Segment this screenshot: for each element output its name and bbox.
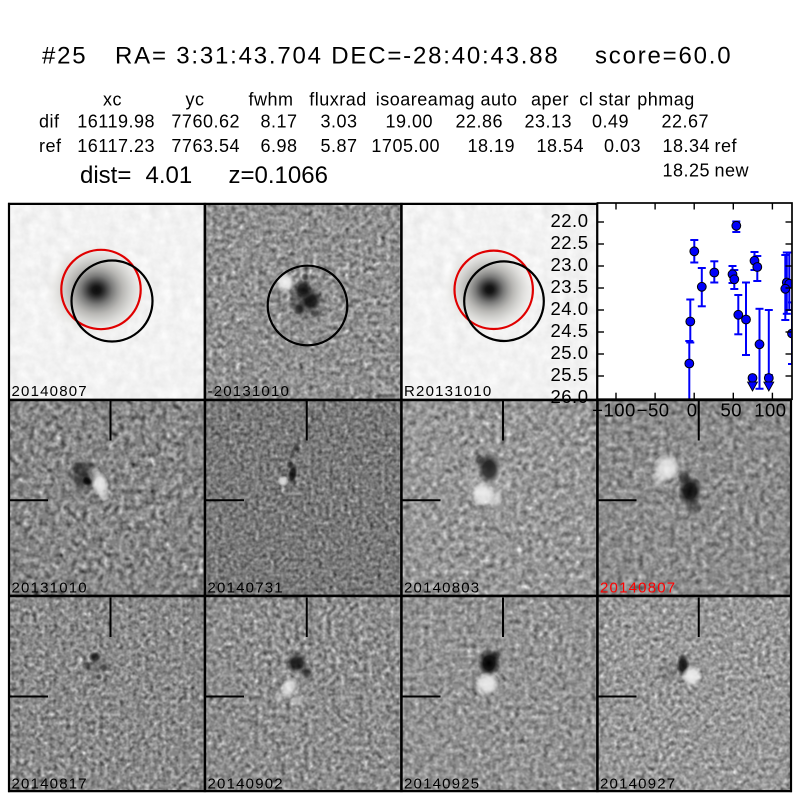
svg-text:new: new [715,161,750,181]
svg-text:22.5: 22.5 [550,232,588,253]
svg-text:20140925: 20140925 [404,776,480,793]
svg-text:0: 0 [687,400,698,421]
svg-text:20140927: 20140927 [600,776,676,793]
svg-text:25.5: 25.5 [550,364,588,385]
svg-text:cl star: cl star [579,90,631,110]
svg-text:ref: ref [39,136,62,156]
svg-text:RA= 3:31:43.704 DEC=-28:40:43.: RA= 3:31:43.704 DEC=-28:40:43.88 [115,43,560,70]
svg-text:3.03: 3.03 [320,112,357,132]
svg-text:22.67: 22.67 [661,112,709,132]
svg-text:4.01: 4.01 [146,162,193,189]
svg-text:6.98: 6.98 [260,136,297,156]
svg-text:20140731: 20140731 [208,580,284,597]
svg-text:16119.98: 16119.98 [77,112,155,132]
svg-text:5.87: 5.87 [320,136,357,156]
svg-text:−100: −100 [592,400,636,421]
svg-text:mag auto: mag auto [438,90,517,110]
svg-text:0.03: 0.03 [604,136,641,156]
svg-text:#25: #25 [42,43,87,70]
svg-text:23.5: 23.5 [550,276,588,297]
svg-text:dif: dif [39,112,60,132]
svg-text:7760.62: 7760.62 [171,112,240,132]
svg-text:18.34: 18.34 [662,136,710,156]
svg-text:8.17: 8.17 [260,112,297,132]
svg-text:23.13: 23.13 [524,112,572,132]
svg-text:-20131010: -20131010 [208,383,291,400]
svg-text:ref: ref [715,136,738,156]
svg-text:fluxrad: fluxrad [309,90,367,110]
svg-text:18.19: 18.19 [467,136,515,156]
svg-text:16117.23: 16117.23 [77,136,155,156]
svg-text:z=0.1066: z=0.1066 [229,162,328,189]
svg-text:20140902: 20140902 [208,776,284,793]
svg-text:20140807: 20140807 [12,383,88,400]
svg-text:19.00: 19.00 [385,112,433,132]
svg-text:25.0: 25.0 [550,342,588,363]
svg-text:22.86: 22.86 [455,112,503,132]
svg-text:20131010: 20131010 [12,580,88,597]
svg-text:score=60.0: score=60.0 [595,43,732,70]
svg-text:0.49: 0.49 [592,112,629,132]
svg-text:23.0: 23.0 [550,254,588,275]
svg-text:yc: yc [186,90,205,110]
svg-text:18.54: 18.54 [536,136,584,156]
svg-text:1705.00: 1705.00 [371,136,440,156]
svg-text:isoarea: isoarea [376,90,439,110]
svg-text:22.0: 22.0 [550,210,588,231]
svg-text:20140803: 20140803 [404,580,480,597]
svg-text:xc: xc [103,90,122,110]
svg-text:18.25: 18.25 [662,161,710,181]
svg-text:24.5: 24.5 [550,320,588,341]
svg-text:R20131010: R20131010 [404,383,492,400]
svg-text:26.0: 26.0 [550,386,588,407]
svg-text:phmag: phmag [637,90,695,110]
svg-text:50: 50 [721,400,743,421]
svg-text:20140807: 20140807 [600,580,676,597]
svg-text:24.0: 24.0 [550,298,588,319]
svg-text:7763.54: 7763.54 [171,136,240,156]
svg-text:−50: −50 [637,400,670,421]
svg-text:aper: aper [531,90,569,110]
svg-text:fwhm: fwhm [248,90,293,110]
svg-text:100: 100 [754,400,786,421]
svg-text:20140817: 20140817 [12,776,88,793]
svg-text:dist=: dist= [80,162,131,189]
